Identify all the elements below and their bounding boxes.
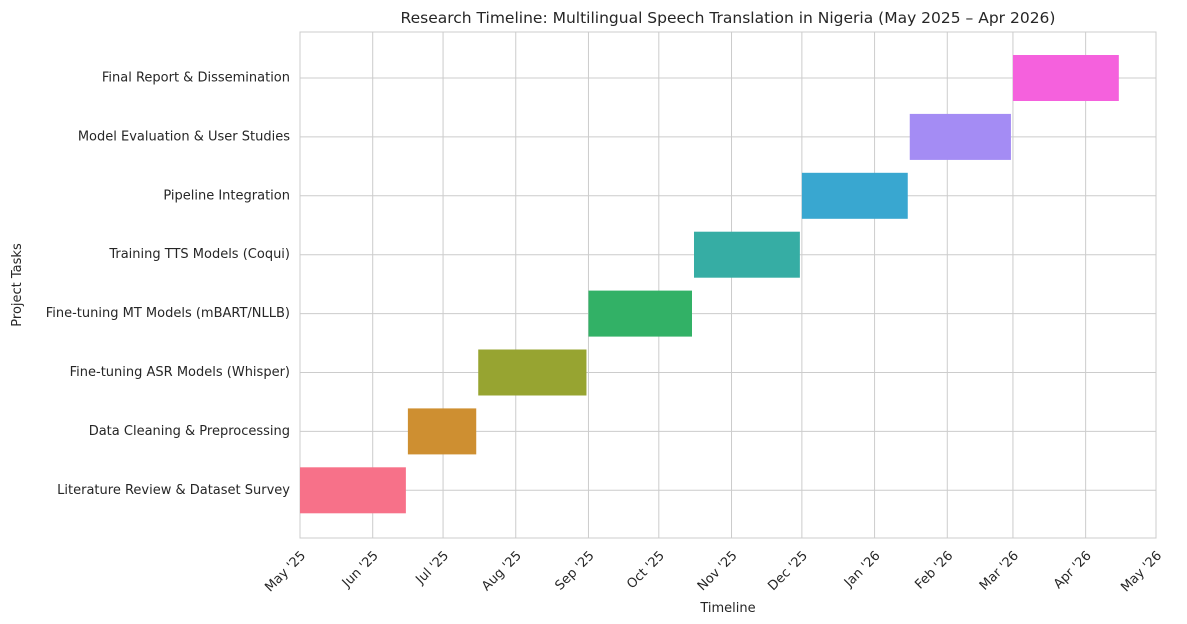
x-gridlines [299, 32, 1157, 538]
plot-frame [299, 31, 1157, 539]
task-bar [407, 408, 477, 455]
x-tick-label: Nov '25 [695, 548, 741, 594]
task-bar [693, 231, 800, 278]
x-tick-label: Aug '25 [479, 548, 525, 594]
y-axis-label: Project Tasks [10, 243, 25, 327]
y-tick-label: Model Evaluation & User Studies [78, 129, 290, 144]
x-tick-label: Apr '26 [1051, 548, 1095, 592]
y-tick-label: Fine-tuning ASR Models (Whisper) [70, 365, 290, 380]
x-tick-label: Oct '25 [624, 548, 668, 592]
y-tick-label: Pipeline Integration [163, 188, 290, 203]
x-tick-label: Dec '25 [765, 548, 811, 594]
task-bar [801, 172, 908, 219]
task-bar [909, 113, 1011, 160]
y-tick-labels: Literature Review & Dataset Survey Data C… [46, 71, 291, 498]
x-tick-label: May '26 [1118, 548, 1165, 595]
y-tick-label: Literature Review & Dataset Survey [57, 483, 290, 498]
task-bar [1012, 55, 1119, 101]
x-tick-label: May '25 [262, 548, 309, 595]
task-bar [300, 467, 406, 514]
y-tick-label: Data Cleaning & Preprocessing [89, 424, 290, 439]
x-tick-label: Jul '25 [413, 548, 453, 588]
y-tick-label: Fine-tuning MT Models (mBART/NLLB) [46, 306, 290, 321]
task-bar [478, 349, 587, 396]
x-tick-labels: May '25 Jun '25 Jul '25 Aug '25 Sep '25 Oct '… [262, 548, 1165, 595]
x-tick-label: Sep '25 [552, 548, 597, 593]
x-tick-label: Mar '26 [977, 548, 1022, 593]
x-axis-label: Timeline [699, 601, 755, 616]
chart-title: Research Timeline: Multilingual Speech T… [401, 9, 1056, 27]
x-tick-label: Jan '26 [841, 548, 884, 591]
y-tick-label: Training TTS Models (Coqui) [108, 247, 290, 262]
y-tick-label: Final Report & Dissemination [102, 71, 290, 86]
x-tick-label: Feb '26 [912, 548, 956, 592]
task-bar [588, 290, 692, 337]
task-bars [300, 55, 1119, 514]
x-tick-label: Jun '25 [339, 548, 382, 591]
